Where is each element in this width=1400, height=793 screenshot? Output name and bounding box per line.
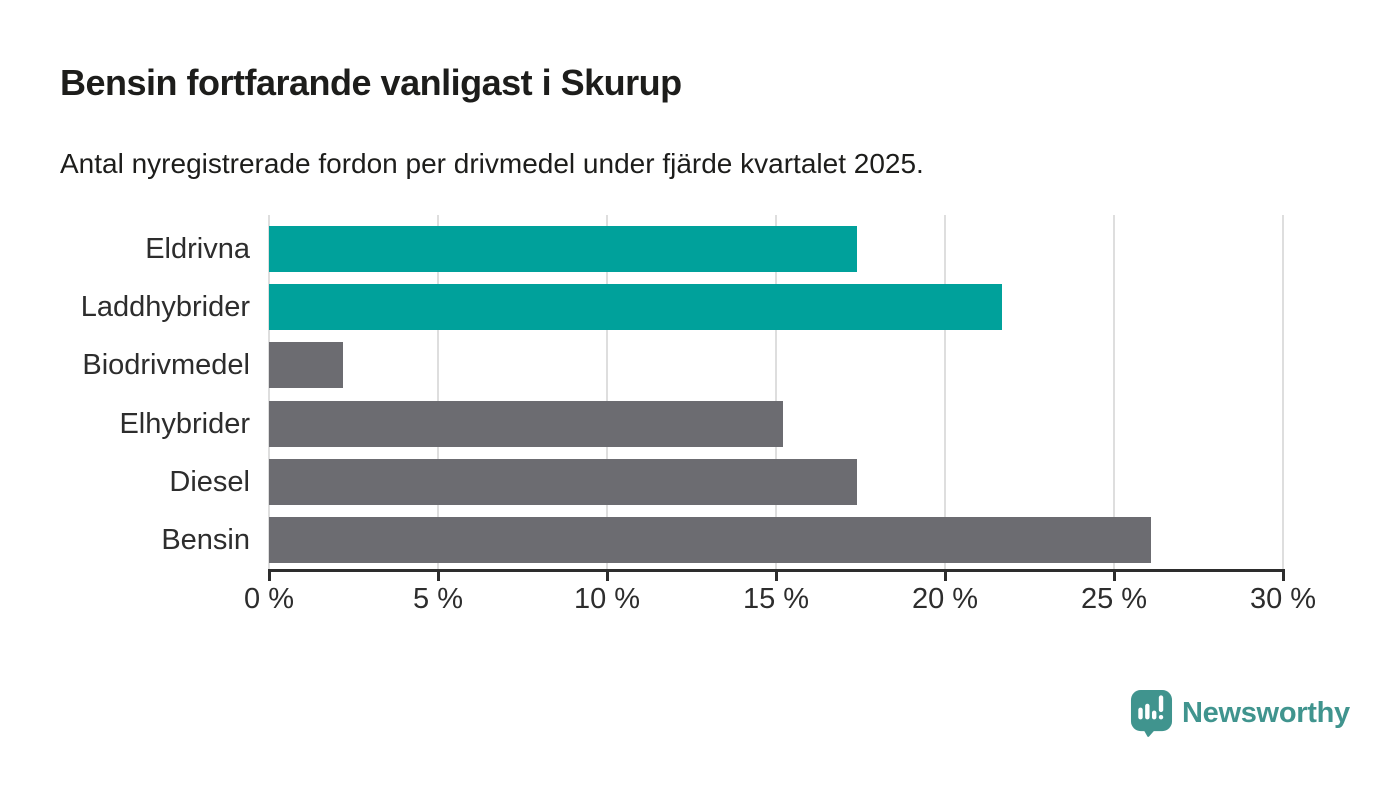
grid-line <box>268 215 270 571</box>
axis-tick <box>943 572 947 581</box>
axis-tick <box>605 572 609 581</box>
grid-line <box>437 215 439 571</box>
bar-laddhybrider <box>269 284 1003 330</box>
axis-tick-label: 30 % <box>1249 583 1317 615</box>
newsworthy-speech-bubble-barchart-icon <box>1130 690 1173 737</box>
axis-tick-label: 10 % <box>573 583 641 615</box>
category-label: Diesel <box>169 465 250 498</box>
axis-tick <box>267 572 271 581</box>
category-label: Biodrivmedel <box>82 349 250 382</box>
axis-tick-label: 5 % <box>413 583 463 615</box>
grid-line <box>775 215 777 571</box>
axis-line <box>268 569 1285 572</box>
bar-elhybrider <box>269 400 783 447</box>
category-label: Elhybrider <box>119 407 250 440</box>
chart-subtitle: Antal nyregistrerade fordon per drivmede… <box>60 148 924 179</box>
axis-tick-label: 25 % <box>1080 583 1148 615</box>
axis-tick-label: 20 % <box>911 583 979 615</box>
chart-title: Bensin fortfarande vanligast i Skurup <box>60 62 682 103</box>
grid-line <box>944 215 946 571</box>
bar-diesel <box>269 458 858 505</box>
plot-area <box>268 215 1284 571</box>
grid-line <box>1113 215 1115 571</box>
bar-eldrivna <box>269 225 858 272</box>
bar-biodrivmedel <box>269 342 344 389</box>
brand-name: Newsworthy <box>1182 697 1350 729</box>
category-label: Bensin <box>161 524 250 557</box>
axis-tick-label: 0 % <box>244 583 294 615</box>
axis-tick <box>774 572 778 581</box>
value-axis: 0 % 5 % 10 % 15 % 20 % 25 % 30 % <box>244 569 1316 619</box>
category-label: Laddhybrider <box>80 291 250 323</box>
grid-line <box>1282 215 1284 571</box>
brand-logo: Newsworthy <box>1130 689 1350 738</box>
axis-tick <box>1281 572 1285 581</box>
bar-bensin <box>269 517 1152 564</box>
grid-line <box>606 215 608 571</box>
axis-tick <box>1112 572 1116 581</box>
category-label: Eldrivna <box>145 232 250 265</box>
category-axis-labels: Eldrivna Laddhybrider Biodrivmedel Elhybrid… <box>0 215 250 571</box>
axis-tick <box>436 572 440 581</box>
axis-tick-label: 15 % <box>742 583 810 615</box>
